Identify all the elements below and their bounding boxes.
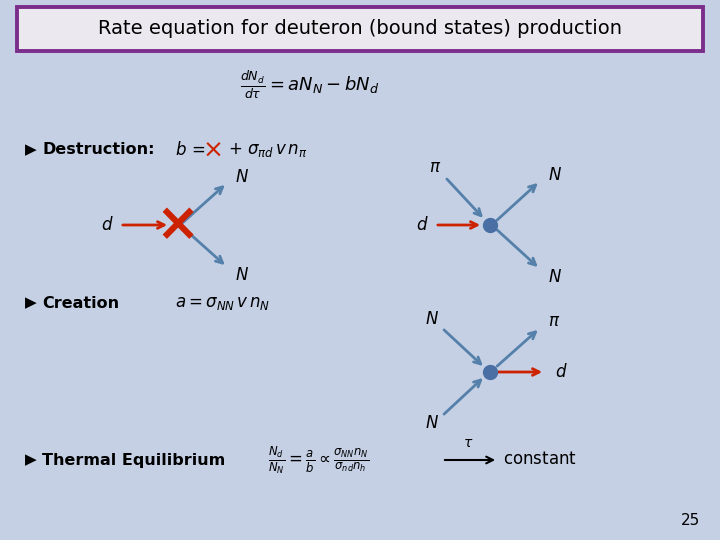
Text: $\mathbf{\times}$: $\mathbf{\times}$ [156, 199, 195, 251]
Text: $\blacktriangleright$: $\blacktriangleright$ [22, 295, 39, 311]
Text: Creation: Creation [42, 295, 119, 310]
Text: $\pi$: $\pi$ [429, 159, 441, 176]
Text: $\frac{N_d}{N_N} = \frac{a}{b} \propto \frac{\sigma_{NN}n_N}{\sigma_{nd}n_h}$: $\frac{N_d}{N_N} = \frac{a}{b} \propto \… [268, 444, 369, 476]
Text: 25: 25 [680, 513, 700, 528]
Text: $d$: $d$ [555, 363, 567, 381]
Text: $d$: $d$ [415, 216, 428, 234]
Text: Destruction:: Destruction: [42, 143, 155, 158]
Text: $d$: $d$ [101, 216, 113, 234]
Text: $\times$: $\times$ [202, 138, 222, 162]
Text: $\tau$: $\tau$ [463, 436, 473, 450]
Text: $N$: $N$ [548, 268, 562, 286]
Text: $N$: $N$ [425, 312, 439, 328]
FancyBboxPatch shape [17, 7, 703, 51]
Text: $N$: $N$ [235, 168, 249, 186]
Text: $N$: $N$ [235, 267, 249, 284]
Text: $\blacktriangleright$: $\blacktriangleright$ [22, 142, 39, 158]
Text: $N$: $N$ [548, 166, 562, 184]
Text: $a = \sigma_{NN}\,v\,n_N$: $a = \sigma_{NN}\,v\,n_N$ [175, 294, 270, 312]
Text: $b\,=$: $b\,=$ [175, 141, 206, 159]
Text: $+\ \sigma_{\pi d}\,v\,n_\pi$: $+\ \sigma_{\pi d}\,v\,n_\pi$ [228, 141, 307, 159]
Text: Thermal Equilibrium: Thermal Equilibrium [42, 453, 225, 468]
Text: $\frac{dN_d}{d\tau} = aN_N - bN_d$: $\frac{dN_d}{d\tau} = aN_N - bN_d$ [240, 69, 379, 101]
Text: Rate equation for deuteron (bound states) production: Rate equation for deuteron (bound states… [98, 19, 622, 38]
Text: $\pi$: $\pi$ [548, 314, 560, 330]
Text: $\blacktriangleright$: $\blacktriangleright$ [22, 452, 39, 468]
Text: $\mathrm{constant}$: $\mathrm{constant}$ [503, 451, 577, 469]
Text: $N$: $N$ [425, 415, 439, 433]
